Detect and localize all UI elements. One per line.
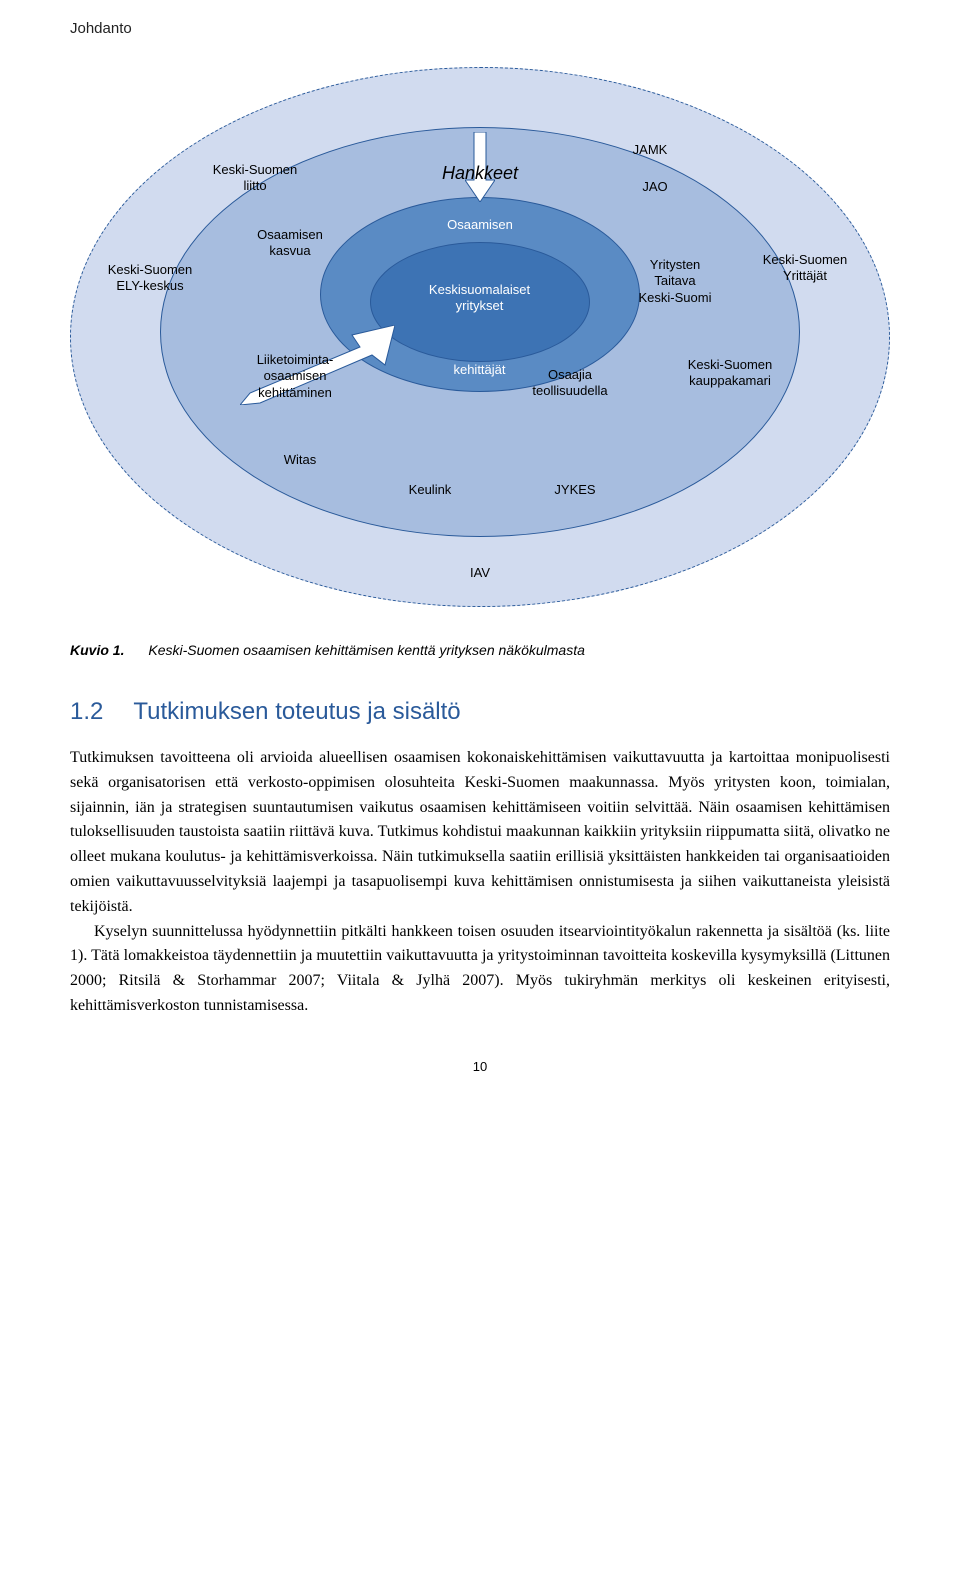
section-heading: 1.2 Tutkimuksen toteutus ja sisältö <box>70 698 890 726</box>
label-keulink: Keulink <box>395 482 465 498</box>
paragraph: Tutkimuksen tavoitteena oli arvioida alu… <box>70 746 890 920</box>
section-title-text: Tutkimuksen toteutus ja sisältö <box>133 698 460 725</box>
figure-caption: Kuvio 1. Keski-Suomen osaamisen kehittäm… <box>70 642 890 658</box>
page-header: Johdanto <box>70 20 890 37</box>
body-text: Tutkimuksen tavoitteena oli arvioida alu… <box>70 746 890 1019</box>
label-kauppakamari: Keski-Suomen kauppakamari <box>675 357 785 390</box>
label-liiketoiminta: Liiketoiminta- osaamisen kehittäminen <box>240 352 350 401</box>
label-keskisuom: Keskisuomalaiset yritykset <box>412 282 547 315</box>
page-number: 10 <box>70 1059 890 1074</box>
label-ely: Keski-Suomen ELY-keskus <box>95 262 205 295</box>
label-kehittajat: kehittäjät <box>437 362 522 378</box>
label-ks-yrittajat: Keski-Suomen Yrittäjät <box>750 252 860 285</box>
label-iav: IAV <box>460 565 500 581</box>
label-osaamisen-kasvua: Osaamisen kasvua <box>245 227 335 260</box>
label-jao: JAO <box>630 179 680 195</box>
label-hankkeet: Hankkeet <box>420 162 540 185</box>
label-jamk: JAMK <box>620 142 680 158</box>
label-jykes: JYKES <box>540 482 610 498</box>
caption-text: Keski-Suomen osaamisen kehittämisen kent… <box>148 642 585 658</box>
paragraph: Kyselyn suunnittelussa hyödynnettiin pit… <box>70 920 890 1019</box>
caption-bold: Kuvio 1. <box>70 642 124 658</box>
label-osaajia: Osaajia teollisuudella <box>520 367 620 400</box>
label-ks-liitto: Keski-Suomen liitto <box>200 162 310 195</box>
section-number: 1.2 <box>70 698 103 725</box>
label-yritysten-taitava: Yritysten Taitava Keski-Suomi <box>625 257 725 306</box>
label-witas: Witas <box>270 452 330 468</box>
label-osaamisen: Osaamisen <box>435 217 525 233</box>
concentric-ellipse-diagram: Hankkeet JAMK JAO Keski-Suomen liitto Ke… <box>70 67 890 607</box>
